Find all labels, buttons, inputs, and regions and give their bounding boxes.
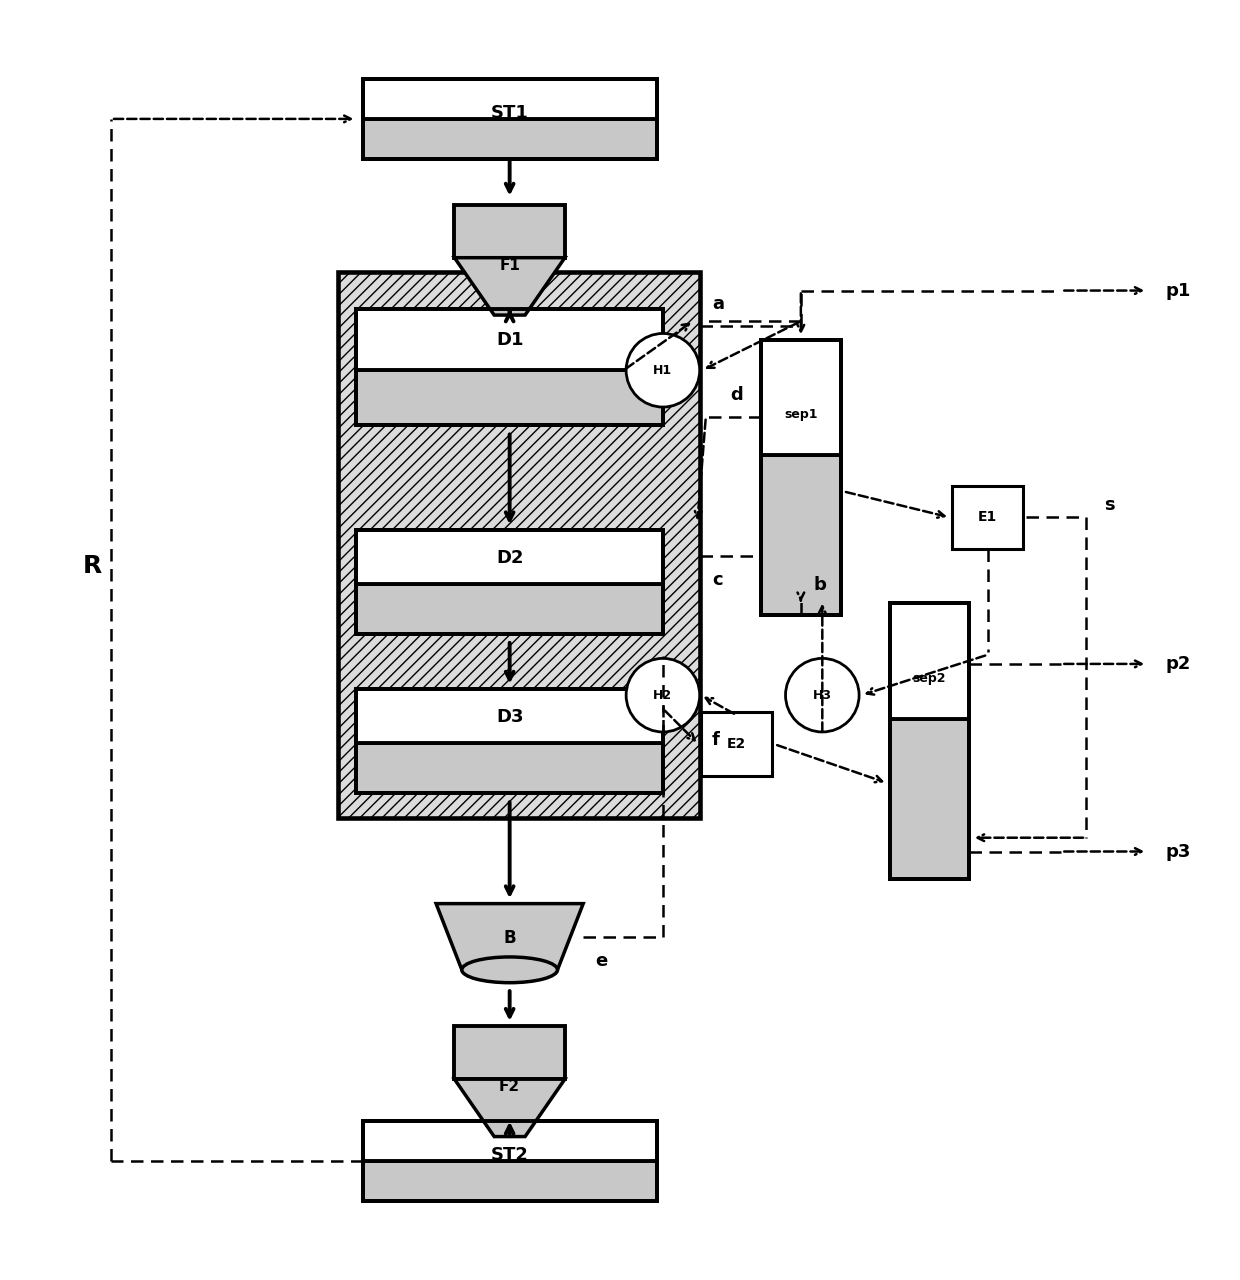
Bar [890, 719, 970, 879]
Text: p2: p2 [1166, 655, 1190, 673]
Bar [761, 456, 841, 616]
Text: F2: F2 [498, 1079, 521, 1094]
Text: D3: D3 [496, 708, 523, 726]
Bar [356, 530, 663, 584]
Text: ST1: ST1 [491, 104, 528, 122]
Text: ST2: ST2 [491, 1146, 528, 1164]
Text: F1: F1 [500, 259, 520, 273]
Text: H3: H3 [812, 689, 832, 701]
Text: H1: H1 [653, 364, 672, 376]
Text: R: R [83, 554, 103, 579]
Bar [455, 205, 565, 257]
Bar [890, 603, 970, 879]
Bar [952, 485, 1023, 549]
Circle shape [626, 658, 699, 732]
Bar [356, 689, 663, 794]
Text: H2: H2 [653, 689, 672, 701]
Bar [356, 584, 663, 634]
Ellipse shape [461, 957, 558, 983]
Text: D2: D2 [496, 549, 523, 567]
Bar [356, 689, 663, 744]
Bar [362, 79, 657, 159]
Bar [761, 339, 841, 616]
Polygon shape [455, 1079, 565, 1137]
Text: a: a [712, 296, 724, 314]
Text: sep2: sep2 [913, 672, 946, 685]
Text: p3: p3 [1166, 842, 1190, 860]
Text: b: b [813, 576, 826, 594]
Polygon shape [455, 257, 565, 315]
Bar [362, 1121, 657, 1161]
Bar [890, 603, 970, 719]
Text: f: f [712, 731, 720, 749]
Bar [455, 1027, 565, 1079]
Bar [362, 119, 657, 159]
Bar [356, 744, 663, 794]
Text: sep1: sep1 [784, 408, 817, 421]
Bar [356, 308, 663, 425]
Bar [362, 1161, 657, 1201]
Text: c: c [712, 571, 723, 589]
Polygon shape [436, 904, 583, 970]
Text: E2: E2 [727, 737, 746, 751]
Text: d: d [730, 385, 743, 403]
Bar [701, 713, 773, 776]
Circle shape [785, 658, 859, 732]
Text: D1: D1 [496, 332, 523, 349]
Text: B: B [503, 929, 516, 947]
Text: s: s [1105, 497, 1115, 515]
Bar [339, 273, 699, 818]
Text: E1: E1 [978, 511, 997, 525]
Text: p1: p1 [1166, 282, 1190, 300]
Circle shape [626, 334, 699, 407]
Text: e: e [595, 952, 608, 970]
Bar [362, 79, 657, 119]
Bar [356, 370, 663, 425]
Bar [761, 339, 841, 456]
Bar [356, 308, 663, 370]
Bar [362, 1121, 657, 1201]
Bar [356, 530, 663, 634]
